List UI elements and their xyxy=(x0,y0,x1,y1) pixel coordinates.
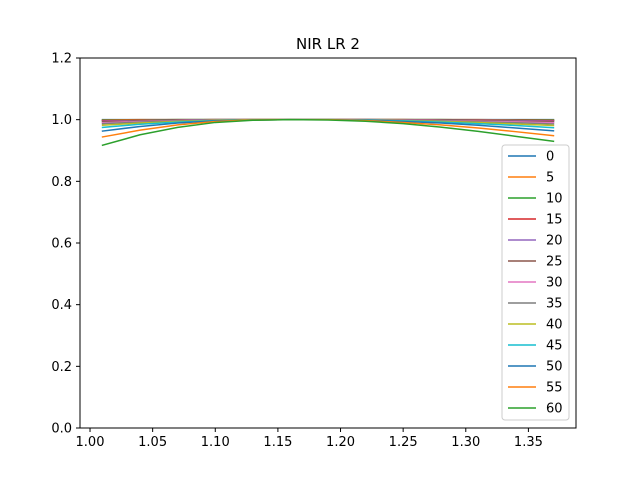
x-tick-label: 1.25 xyxy=(389,435,418,450)
legend-item: 10 xyxy=(508,192,563,207)
y-axis: 0.0 0.2 0.4 0.6 0.8 1.0 1.2 xyxy=(51,52,80,437)
legend: 0 5 10 15 20 25 30 35 40 45 50 55 60 xyxy=(501,144,570,421)
legend-item: 5 xyxy=(508,171,554,186)
x-tick-label: 1.35 xyxy=(514,435,543,450)
legend-item: 60 xyxy=(508,402,563,417)
x-axis: 1.00 1.05 1.10 1.15 1.20 1.25 1.30 1.35 xyxy=(76,428,543,450)
x-tick-label: 1.00 xyxy=(76,435,105,450)
x-tick-label: 1.30 xyxy=(451,435,480,450)
legend-label: 15 xyxy=(546,213,563,228)
legend-item: 25 xyxy=(508,255,563,270)
legend-item: 0 xyxy=(508,150,554,165)
y-tick-label: 0.8 xyxy=(51,175,72,190)
legend-label: 5 xyxy=(546,171,554,186)
y-tick-label: 1.2 xyxy=(51,52,72,67)
legend-item: 20 xyxy=(508,234,563,249)
legend-item: 50 xyxy=(508,360,563,375)
plot-area xyxy=(79,57,577,429)
x-tick-label: 1.20 xyxy=(326,435,355,450)
legend-label: 0 xyxy=(546,150,554,165)
series-lines xyxy=(101,118,555,147)
x-tick-label: 1.10 xyxy=(201,435,230,450)
legend-label: 20 xyxy=(546,234,563,249)
y-tick-label: 0.6 xyxy=(51,237,72,252)
legend-label: 50 xyxy=(546,360,563,375)
legend-item: 55 xyxy=(508,381,563,396)
legend-label: 30 xyxy=(546,276,563,291)
legend-label: 35 xyxy=(546,297,563,312)
legend-label: 55 xyxy=(546,381,563,396)
legend-item: 40 xyxy=(508,318,563,333)
legend-label: 45 xyxy=(546,339,563,354)
legend-item: 30 xyxy=(508,276,563,291)
series-line-60 xyxy=(101,118,555,147)
y-tick-label: 0.0 xyxy=(51,422,72,437)
chart-title: NIR LR 2 xyxy=(296,35,360,53)
y-tick-label: 0.2 xyxy=(51,360,72,375)
legend-label: 10 xyxy=(546,192,563,207)
y-tick-label: 1.0 xyxy=(51,113,72,128)
legend-item: 35 xyxy=(508,297,563,312)
x-tick-label: 1.15 xyxy=(263,435,292,450)
legend-item: 45 xyxy=(508,339,563,354)
y-tick-label: 0.4 xyxy=(51,298,72,313)
legend-label: 60 xyxy=(546,402,563,417)
legend-item: 15 xyxy=(508,213,563,228)
legend-label: 25 xyxy=(546,255,563,270)
x-tick-label: 1.05 xyxy=(138,435,167,450)
legend-label: 40 xyxy=(546,318,563,333)
